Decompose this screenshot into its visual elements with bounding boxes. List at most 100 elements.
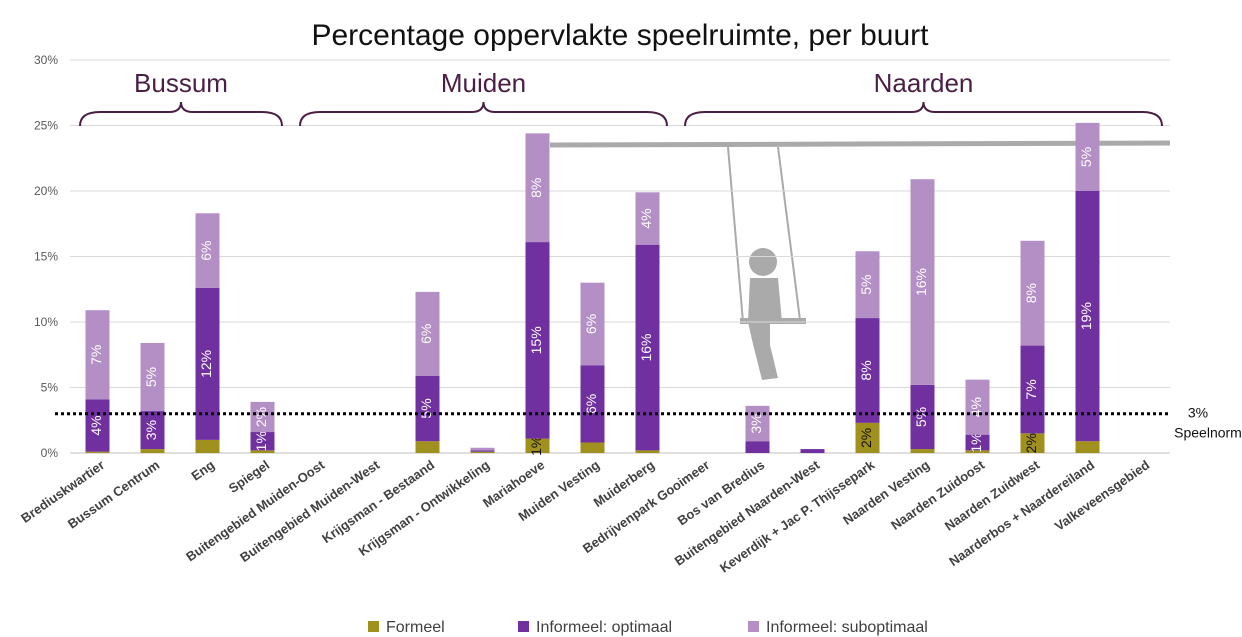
bar-segment [910, 179, 935, 385]
bar-segment [1020, 345, 1045, 434]
bar-segment [1020, 240, 1045, 346]
bar-segment [195, 439, 220, 453]
bar-segment [415, 441, 440, 453]
value-label: 6% [418, 324, 434, 344]
value-label: 1% [253, 431, 269, 451]
swing-illustration [549, 140, 1171, 380]
y-tick-label: 30% [34, 53, 58, 67]
bar-segment [140, 449, 165, 453]
bar-segment [855, 422, 880, 453]
value-label: 8% [858, 360, 874, 380]
bar-segment [85, 310, 110, 400]
chart-title: Percentage oppervlakte speelruimte, per … [311, 19, 929, 52]
bar-segment [855, 251, 880, 319]
reference-label: 3% [1188, 405, 1208, 421]
group-label: Bussum [134, 68, 228, 98]
bar-segment [415, 291, 440, 376]
y-tick-label: 15% [34, 250, 58, 264]
bar-segment [965, 434, 990, 451]
x-tick-label: Bussum Centrum [65, 457, 162, 531]
value-label: 7% [1023, 379, 1039, 399]
value-label: 8% [528, 178, 544, 198]
bar-segment [745, 441, 770, 453]
bar-segment [1075, 122, 1100, 191]
bar-segment [965, 450, 990, 453]
bar-segment [525, 242, 550, 439]
bar-segment [525, 133, 550, 243]
bar-segment [745, 405, 770, 442]
value-label: 5% [1078, 147, 1094, 167]
y-tick-label: 10% [34, 315, 58, 329]
bar-segment [580, 442, 605, 453]
bar-segment [1075, 441, 1100, 453]
x-tick-label: Naarden Zuidoost [888, 457, 988, 533]
bar-segment [470, 451, 495, 453]
bar-segment [635, 450, 660, 453]
value-label: 16% [913, 268, 929, 296]
value-label: 5% [418, 398, 434, 418]
bar-segment [580, 282, 605, 366]
legend-swatch [748, 621, 759, 632]
y-tick-label: 25% [34, 119, 58, 133]
bar-segment [85, 399, 110, 452]
bar-segment [525, 438, 550, 453]
value-label: 1% [968, 432, 984, 452]
bar-segment [965, 379, 990, 435]
x-tick-label: Eng [188, 457, 217, 483]
value-label: 7% [88, 345, 104, 365]
value-label: 2% [253, 407, 269, 427]
legend-label: Informeel: optimaal [536, 619, 672, 636]
reference-text: Speelnorm [1174, 425, 1242, 441]
y-tick-label: 0% [41, 446, 59, 460]
group-brace [79, 101, 283, 127]
value-label: 2% [1023, 433, 1039, 453]
legend-swatch [518, 621, 529, 632]
value-label: 6% [198, 240, 214, 260]
bar-segment [470, 450, 495, 452]
value-label: 3% [143, 420, 159, 440]
group-label: Naarden [874, 68, 974, 98]
value-label: 2% [858, 428, 874, 448]
bar-segment [250, 450, 275, 453]
group-brace [299, 101, 668, 127]
value-label: 5% [913, 407, 929, 427]
y-tick-label: 5% [41, 381, 59, 395]
bar-segment [415, 375, 440, 442]
value-label: 4% [638, 208, 654, 228]
group-brace [684, 101, 1163, 127]
value-label: 6% [583, 394, 599, 414]
value-label: 5% [858, 275, 874, 295]
bar-segment [855, 318, 880, 423]
bar-segment [250, 401, 275, 433]
legend-label: Informeel: suboptimaal [766, 619, 928, 636]
x-tick-label: Spiegel [226, 457, 272, 496]
bar-segment [470, 447, 495, 451]
legend-swatch [368, 621, 379, 632]
value-label: 12% [198, 350, 214, 378]
value-label: 15% [528, 326, 544, 354]
value-label: 19% [1078, 302, 1094, 330]
bar-segment [580, 365, 605, 443]
value-label: 1% [528, 436, 544, 456]
bar-segment [195, 213, 220, 288]
value-label: 8% [1023, 283, 1039, 303]
bar-segment [85, 451, 110, 453]
group-label: Muiden [441, 68, 526, 98]
value-label: 16% [638, 334, 654, 362]
bar-segment [635, 244, 660, 451]
value-label: 5% [143, 367, 159, 387]
bar-segment [1075, 191, 1100, 442]
legend-label: Formeel [386, 619, 445, 636]
value-label: 3% [748, 413, 764, 433]
x-tick-label: Valkeveensgebied [1052, 457, 1152, 534]
bar-segment [1020, 433, 1045, 453]
bar-segment [635, 192, 660, 245]
y-tick-label: 20% [34, 184, 58, 198]
x-tick-label: Naarden Zuidwest [942, 457, 1043, 534]
bar-segment [800, 449, 825, 453]
value-label: 4% [88, 415, 104, 435]
bar-segment [140, 342, 165, 412]
bar-segment [910, 384, 935, 450]
value-label: 6% [583, 314, 599, 334]
